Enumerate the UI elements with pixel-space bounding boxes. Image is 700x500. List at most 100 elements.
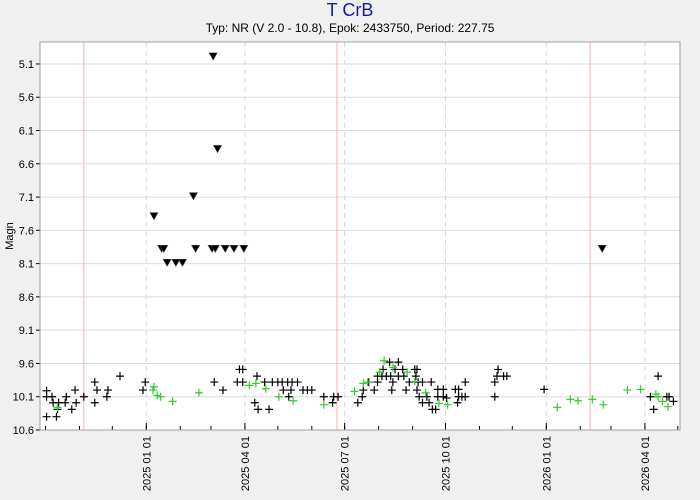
data-point-green [663, 402, 672, 411]
data-point-green [251, 379, 260, 388]
data-point-visual [439, 385, 448, 394]
data-point-visual [103, 386, 112, 395]
data-point-visual [540, 385, 549, 394]
data-point-visual [454, 385, 463, 394]
data-point-green [599, 400, 608, 409]
data-point-visual [387, 386, 396, 395]
data-point-visual [461, 392, 470, 401]
data-point-visual [293, 378, 302, 387]
x-tick-label: 2025 01 01 [141, 436, 153, 491]
data-point-visual [490, 392, 499, 401]
data-point-visual [284, 392, 293, 401]
data-point-visual [265, 405, 274, 414]
data-point-visual [319, 392, 328, 401]
y-axis-label: Magn [4, 222, 16, 250]
data-point-fainter-than [149, 212, 159, 221]
y-tick-label: 10.1 [13, 392, 34, 404]
y-tick-label: 7.1 [19, 192, 34, 204]
plot-area [40, 42, 680, 430]
data-point-visual [42, 412, 51, 421]
data-point-fainter-than [210, 245, 220, 253]
y-tick-label: 9.1 [19, 325, 34, 337]
data-point-visual [373, 378, 382, 387]
data-point-fainter-than [177, 258, 187, 267]
data-point-visual [442, 394, 451, 403]
data-point-visual [102, 392, 111, 401]
data-point-visual [139, 386, 148, 395]
data-point-visual [669, 397, 678, 406]
data-point-fainter-than [213, 145, 223, 154]
data-point-green [363, 378, 372, 387]
x-tick-label: 2025 07 01 [340, 436, 352, 491]
data-point-visual [260, 378, 269, 387]
data-point-visual [334, 392, 343, 401]
data-point-visual [494, 365, 503, 374]
chart-subtitle: Typ: NR (V 2.0 - 10.8), Epok: 2433750, P… [205, 21, 495, 35]
data-point-green [434, 399, 443, 408]
data-point-fainter-than [159, 245, 169, 253]
data-point-visual [238, 378, 247, 387]
data-point-green [566, 395, 575, 404]
data-point-visual [90, 398, 99, 407]
data-point-green [421, 388, 430, 397]
data-point-green [623, 386, 632, 395]
data-point-visual [388, 378, 397, 387]
data-point-green [588, 395, 597, 404]
x-tick-label: 2025 04 01 [240, 436, 252, 491]
data-point-visual [425, 398, 434, 407]
data-point-visual [252, 372, 261, 381]
data-point-visual [665, 392, 674, 401]
data-point-green [156, 392, 165, 401]
data-point-visual [250, 398, 259, 407]
data-point-visual [79, 392, 88, 401]
data-point-visual [353, 398, 362, 407]
data-point-green [168, 397, 177, 406]
data-point-green [153, 391, 162, 400]
data-point-visual [415, 392, 424, 401]
data-point-green [245, 381, 254, 390]
x-tick-label: 2026 04 01 [640, 436, 652, 491]
data-point-fainter-than [208, 52, 218, 61]
data-point-green [375, 368, 384, 377]
y-tick-label: 8.6 [19, 292, 34, 304]
data-point-visual [394, 358, 403, 367]
data-point-green [574, 396, 583, 405]
data-point-fainter-than [188, 192, 198, 201]
data-point-fainter-than [239, 245, 249, 253]
data-point-visual [427, 378, 436, 387]
data-point-green [261, 384, 270, 393]
data-point-visual [90, 378, 99, 387]
data-point-visual [48, 392, 57, 401]
y-tick-label: 5.6 [19, 92, 34, 104]
y-tick-label: 6.6 [19, 159, 34, 171]
data-point-green [403, 368, 412, 377]
data-point-visual [385, 358, 394, 367]
data-point-visual [72, 398, 81, 407]
data-point-visual [219, 386, 228, 395]
y-tick-label: 7.6 [19, 225, 34, 237]
data-point-visual [328, 398, 337, 407]
data-point-visual [52, 412, 61, 421]
data-point-fainter-than [162, 258, 172, 267]
y-tick-label: 10.6 [13, 425, 34, 437]
chart-title: T CrB [326, 0, 374, 20]
data-point-visual [210, 378, 219, 387]
data-point-visual [254, 405, 263, 414]
data-point-green [388, 363, 397, 372]
data-point-green [289, 396, 298, 405]
plot-frame [39, 41, 681, 431]
data-point-visual [646, 392, 655, 401]
data-point-visual [502, 372, 511, 381]
data-point-visual [238, 365, 247, 374]
data-point-visual [412, 386, 421, 395]
data-point-fainter-than [171, 258, 181, 267]
data-point-visual [418, 378, 427, 387]
data-point-visual [71, 386, 80, 395]
x-tick-label: 2026 01 01 [541, 436, 553, 491]
data-point-visual [358, 392, 367, 401]
data-point-visual [279, 386, 288, 395]
y-tick-label: 9.6 [19, 358, 34, 370]
data-point-visual [92, 386, 101, 395]
data-point-fainter-than [597, 245, 607, 253]
y-tick-label: 8.1 [19, 259, 34, 271]
